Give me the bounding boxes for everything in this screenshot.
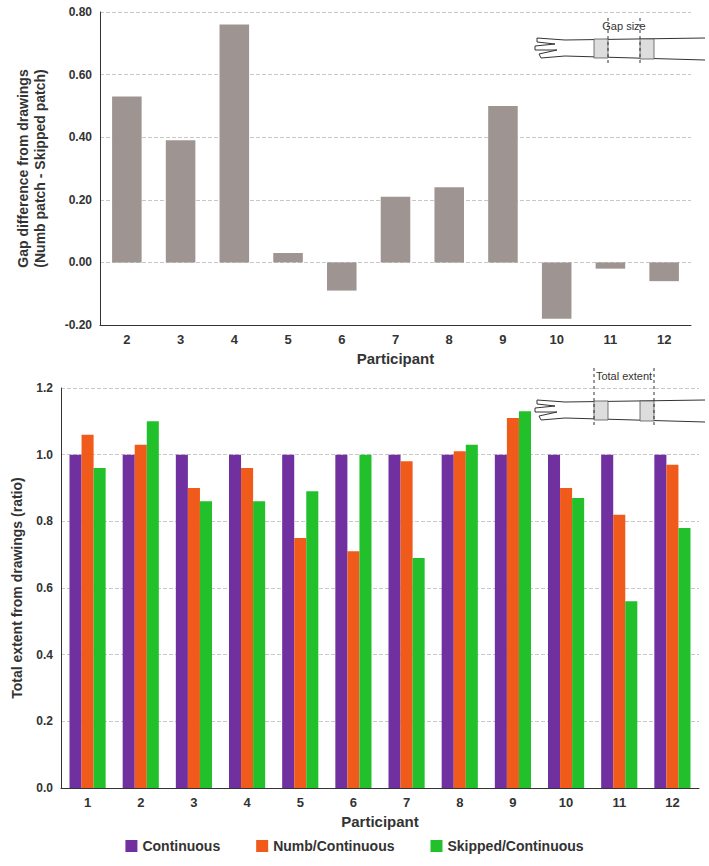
svg-text:0.6: 0.6 <box>36 581 53 595</box>
svg-text:0.00: 0.00 <box>69 255 93 269</box>
svg-text:Gap size: Gap size <box>602 20 645 32</box>
svg-text:11: 11 <box>612 795 626 810</box>
svg-text:7: 7 <box>403 795 410 810</box>
svg-text:1: 1 <box>84 795 91 810</box>
svg-text:0.60: 0.60 <box>69 68 93 82</box>
svg-text:Participant: Participant <box>357 350 435 367</box>
svg-text:Total extent from drawings (ra: Total extent from drawings (ratio) <box>9 477 25 698</box>
svg-text:0.4: 0.4 <box>36 648 53 662</box>
svg-text:2: 2 <box>137 795 144 810</box>
svg-text:11: 11 <box>604 332 618 347</box>
svg-text:4: 4 <box>243 795 251 810</box>
svg-text:3: 3 <box>190 795 197 810</box>
svg-text:6: 6 <box>338 332 345 347</box>
svg-text:Participant: Participant <box>341 813 419 830</box>
svg-text:0.2: 0.2 <box>36 714 53 728</box>
svg-text:5: 5 <box>297 795 304 810</box>
svg-text:8: 8 <box>446 332 453 347</box>
svg-text:1.0: 1.0 <box>36 448 53 462</box>
svg-text:0.0: 0.0 <box>36 781 53 795</box>
svg-text:9: 9 <box>509 795 516 810</box>
svg-text:Total extent: Total extent <box>596 370 652 382</box>
svg-text:Continuous: Continuous <box>142 838 220 854</box>
svg-text:8: 8 <box>456 795 463 810</box>
svg-text:12: 12 <box>657 332 671 347</box>
svg-text:6: 6 <box>350 795 357 810</box>
svg-text:Gap difference from drawings: Gap difference from drawings <box>15 69 31 268</box>
svg-text:12: 12 <box>665 795 679 810</box>
svg-text:0.80: 0.80 <box>69 5 93 19</box>
svg-text:1.2: 1.2 <box>36 381 53 395</box>
svg-text:10: 10 <box>559 795 573 810</box>
svg-text:Numb/Continuous: Numb/Continuous <box>273 838 395 854</box>
svg-text:0.40: 0.40 <box>69 130 93 144</box>
svg-text:Skipped/Continuous: Skipped/Continuous <box>447 838 583 854</box>
svg-text:0.8: 0.8 <box>36 514 53 528</box>
svg-text:7: 7 <box>392 332 399 347</box>
svg-text:9: 9 <box>499 332 506 347</box>
svg-text:5: 5 <box>284 332 291 347</box>
svg-text:4: 4 <box>231 332 239 347</box>
svg-text:3: 3 <box>177 332 184 347</box>
svg-text:10: 10 <box>549 332 563 347</box>
svg-text:0.20: 0.20 <box>69 193 93 207</box>
svg-text:-0.20: -0.20 <box>65 318 93 332</box>
svg-text:2: 2 <box>123 332 130 347</box>
svg-text:(Numb patch - Skipped patch): (Numb patch - Skipped patch) <box>32 69 48 267</box>
